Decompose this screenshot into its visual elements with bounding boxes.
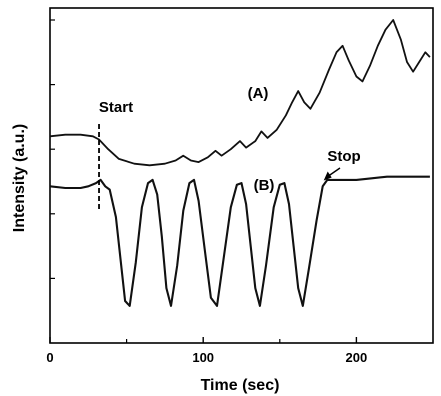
x-tick-label-100: 100 — [192, 350, 214, 365]
x-tick-label-0: 0 — [46, 350, 53, 365]
x-axis-label: Time (sec) — [201, 377, 280, 394]
series-line-a — [49, 19, 431, 167]
x-tick-label-200: 200 — [346, 350, 368, 365]
series-a-label: (A) — [248, 85, 269, 102]
annotation-layer — [98, 124, 341, 212]
plot-border — [49, 7, 434, 344]
plot-frame — [49, 7, 434, 344]
stop-label: Stop — [327, 148, 360, 165]
y-axis-label: Intensity (a.u.) — [11, 124, 28, 232]
series-layer — [49, 19, 431, 307]
stop-arrow-head — [323, 171, 332, 181]
y-axis-ticks — [50, 19, 55, 279]
series-line-b — [49, 175, 430, 307]
start-label: Start — [99, 99, 133, 116]
series-b-label: (B) — [254, 177, 275, 194]
x-axis-ticks: 0 100 200 — [46, 337, 367, 365]
